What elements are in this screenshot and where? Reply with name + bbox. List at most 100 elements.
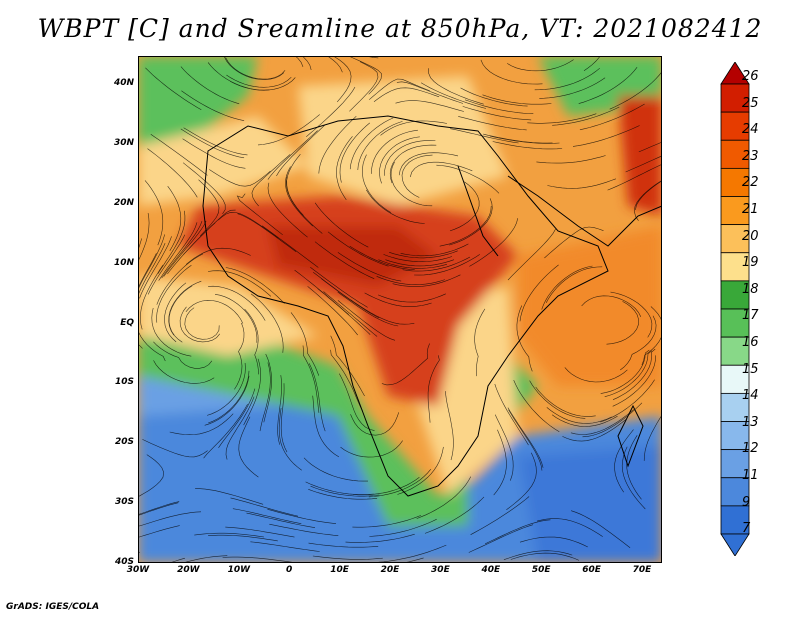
streamline	[144, 180, 164, 246]
streamline	[305, 481, 374, 495]
colorbar-segment	[720, 449, 750, 479]
lat-tick-label: 20N	[113, 197, 134, 208]
streamline	[534, 67, 600, 91]
lat-tick-label: 30N	[113, 137, 134, 148]
streamline	[138, 525, 180, 538]
streamline	[483, 133, 553, 144]
lat-tick-label: 20S	[114, 437, 134, 448]
streamline	[428, 68, 484, 105]
streamline	[436, 164, 500, 194]
streamline	[156, 253, 204, 305]
colorbar-segment	[720, 392, 750, 422]
streamline	[469, 218, 519, 267]
streamline	[147, 148, 198, 198]
streamline	[609, 71, 662, 110]
streamline	[606, 301, 639, 345]
streamline	[237, 213, 297, 253]
chart-title: WBPT [C] and Sreamline at 850hPa, VT: 20…	[37, 14, 763, 43]
colorbar-tick-label: 15	[742, 361, 759, 377]
streamline	[464, 99, 534, 114]
streamline	[232, 508, 302, 524]
streamline	[396, 81, 464, 104]
streamline	[156, 264, 192, 323]
streamline	[397, 446, 444, 495]
streamline	[416, 476, 472, 519]
streamline	[222, 556, 293, 563]
streamline	[276, 125, 325, 177]
streamline	[350, 299, 415, 325]
streamline	[267, 182, 308, 238]
streamline	[383, 254, 453, 263]
streamline	[379, 136, 420, 184]
streamline	[503, 550, 573, 560]
streamline	[572, 125, 640, 147]
streamline	[468, 524, 534, 553]
streamline	[492, 141, 563, 150]
lon-tick-label: 10E	[330, 565, 349, 575]
lon-tick-label: 0	[286, 565, 293, 575]
streamline	[536, 155, 606, 164]
streamline	[332, 56, 352, 103]
streamline	[318, 115, 357, 174]
streamline	[183, 127, 248, 156]
streamline	[445, 391, 454, 461]
streamline	[378, 259, 447, 269]
grads-credit: GrADS: IGES/COLA	[6, 602, 100, 612]
lon-tick-label: 30E	[431, 565, 450, 575]
streamline	[494, 383, 529, 446]
streamline	[308, 363, 326, 432]
streamline	[207, 270, 272, 297]
streamline	[308, 489, 378, 500]
streamline	[138, 454, 165, 498]
streamline	[410, 161, 473, 178]
streamline	[157, 210, 186, 274]
lon-tick-label: 20E	[380, 565, 400, 575]
colorbar-tick-label: 19	[742, 255, 759, 271]
colorbar-segment	[720, 364, 750, 394]
streamline	[194, 532, 265, 538]
lon-tick-label: 30W	[126, 565, 150, 575]
streamline	[263, 353, 272, 423]
streamline	[381, 343, 430, 386]
streamline	[153, 341, 213, 369]
madagascar-coast	[617, 404, 644, 468]
streamline	[449, 181, 480, 232]
streamline	[327, 231, 389, 267]
streamline	[310, 267, 368, 308]
streamline	[147, 234, 186, 295]
streamline	[336, 136, 353, 201]
streamline	[238, 416, 259, 478]
colorbar-tick-label: 9	[742, 494, 751, 510]
colorbar-segment	[720, 505, 750, 535]
streamline	[158, 222, 198, 281]
streamline	[371, 129, 418, 174]
arabia-coast	[507, 175, 662, 247]
streamline	[352, 515, 422, 528]
streamline	[339, 373, 375, 431]
streamline	[204, 375, 250, 426]
streamline	[539, 77, 606, 99]
colorbar-tick-label: 12	[742, 441, 759, 457]
streamline	[507, 407, 544, 468]
streamline	[376, 276, 445, 286]
streamline	[439, 205, 492, 247]
streamline	[470, 496, 530, 535]
streamline	[182, 162, 226, 215]
lat-tick-label: 10S	[114, 377, 134, 388]
streamline	[490, 135, 560, 144]
colorbar	[720, 62, 750, 556]
cool-green-region	[138, 316, 468, 526]
streamline	[138, 511, 202, 527]
streamline	[225, 396, 255, 460]
streamline	[529, 380, 586, 419]
streamline	[357, 121, 403, 171]
streamline	[460, 87, 528, 107]
lon-tick-label: 10W	[227, 565, 251, 575]
streamline	[337, 252, 402, 282]
streamline	[506, 452, 537, 511]
streamline	[223, 56, 285, 80]
streamline	[612, 348, 656, 400]
streamline	[269, 523, 339, 536]
map-frame	[138, 56, 662, 563]
colorbar-tick-label: 13	[742, 414, 759, 430]
